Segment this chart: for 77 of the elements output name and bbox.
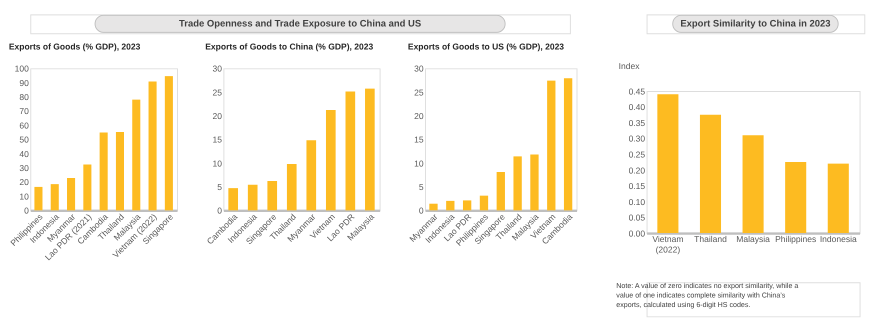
y-tick-label: 0 — [217, 206, 222, 216]
bar — [462, 200, 472, 210]
y-tick-label: 0.20 — [628, 165, 646, 176]
bar — [83, 164, 92, 210]
bar — [480, 196, 488, 210]
bar — [248, 184, 258, 210]
y-tick-label: 10 — [414, 158, 424, 168]
chart-title: Exports of Goods to US (% GDP), 2023 — [408, 41, 564, 52]
y-axis-title: Index — [618, 60, 640, 71]
y-tick-label: 30 — [19, 163, 30, 174]
x-tick-label: Vietnam (2022) — [652, 234, 684, 254]
bar — [228, 188, 238, 210]
bar — [429, 204, 438, 210]
y-tick-label: 0.40 — [628, 102, 646, 112]
y-tick-label: 15 — [212, 134, 222, 145]
y-tick-label: 10 — [212, 158, 222, 168]
y-tick-label: 0.00 — [628, 228, 646, 238]
y-tick-label: 0 — [24, 206, 30, 216]
chart-title: Exports of Goods to China (% GDP), 2023 — [205, 41, 374, 52]
y-tick-label: 10 — [19, 191, 30, 202]
bar — [267, 180, 278, 210]
y-tick-label: 20 — [414, 110, 424, 121]
x-tick-label: Indonesia — [820, 234, 858, 244]
bar — [286, 164, 297, 210]
chart-title: Export Similarity to China in 2023 — [680, 18, 831, 30]
y-tick-label: 40 — [19, 148, 30, 159]
bar — [365, 88, 375, 210]
y-tick-label: 30 — [212, 64, 222, 74]
y-tick-label: 5 — [217, 182, 222, 192]
bar — [50, 184, 59, 210]
bar — [67, 178, 76, 210]
y-tick-label: 90 — [19, 78, 30, 88]
y-tick-label: 20 — [19, 177, 30, 188]
chart-title: Exports of Goods (% GDP), 2023 — [8, 41, 141, 52]
x-tick-label: Philippines — [775, 234, 816, 244]
y-tick-label: 100 — [14, 64, 30, 74]
bar — [164, 76, 173, 210]
y-tick-label: 50 — [19, 134, 30, 145]
bar — [513, 156, 522, 210]
bar — [785, 162, 806, 234]
bar — [564, 78, 572, 210]
y-tick-label: 80 — [19, 92, 30, 102]
y-tick-label: 0.30 — [628, 134, 646, 144]
y-tick-label: 0.45 — [628, 86, 646, 96]
bar — [116, 132, 124, 210]
bar — [657, 94, 678, 234]
x-tick-label: Thailand — [694, 234, 728, 244]
y-tick-label: 0.35 — [628, 118, 646, 128]
y-tick-label: 0.15 — [628, 181, 646, 192]
y-tick-label: 60 — [19, 120, 30, 130]
bar — [496, 172, 505, 210]
bar — [148, 82, 157, 210]
bar — [346, 92, 356, 210]
y-tick-label: 70 — [19, 106, 30, 116]
bar — [34, 186, 42, 210]
y-tick-label: 0.25 — [628, 149, 646, 160]
y-tick-label: 25 — [414, 87, 424, 98]
bar — [446, 200, 454, 210]
y-tick-label: 0 — [418, 206, 424, 216]
y-tick-label: 30 — [414, 64, 424, 74]
bar — [547, 80, 556, 210]
bar — [700, 114, 722, 234]
y-tick-label: 5 — [418, 182, 424, 192]
bar — [100, 132, 108, 210]
bar — [326, 110, 336, 210]
text: Trade Openness and Trade Exposure to China and US — [179, 18, 422, 30]
bar — [742, 135, 764, 234]
y-tick-label: 0.10 — [628, 196, 646, 207]
bar — [828, 164, 849, 234]
bar — [306, 140, 316, 210]
x-tick-label: Malaysia — [736, 234, 770, 244]
y-tick-label: 20 — [212, 110, 222, 121]
bar — [530, 154, 539, 210]
y-tick-label: 0.05 — [628, 212, 646, 223]
bar — [132, 100, 140, 210]
y-tick-label: 25 — [212, 87, 222, 98]
y-tick-label: 15 — [414, 134, 424, 145]
